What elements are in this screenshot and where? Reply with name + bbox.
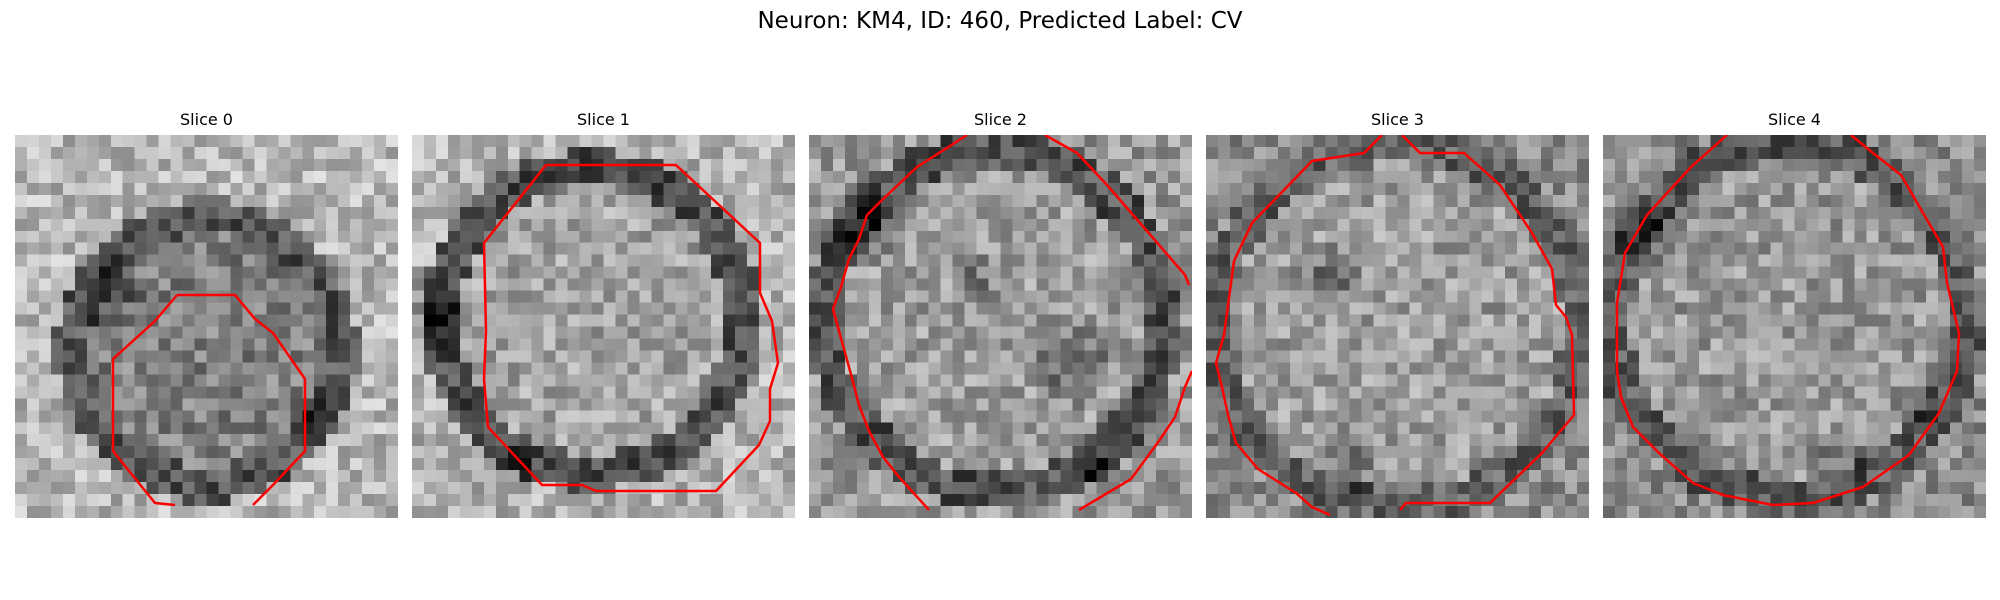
segmentation-contour — [1615, 135, 1961, 507]
slice-image-2 — [809, 135, 1192, 518]
slice-panel-4: Slice 4 — [1603, 106, 1986, 519]
segmentation-contour — [1044, 135, 1191, 286]
image-pixels — [412, 135, 795, 518]
image-pixels — [1603, 135, 1986, 518]
image-pixels — [1206, 135, 1589, 518]
slice-title-0: Slice 0 — [180, 110, 233, 129]
image-pixels — [809, 135, 1192, 518]
slice-title-4: Slice 4 — [1768, 110, 1821, 129]
segmentation-contour — [1399, 135, 1576, 511]
slice-image-0 — [15, 135, 398, 518]
slice-panel-0: Slice 0 — [15, 106, 398, 519]
slice-panel-1: Slice 1 — [412, 106, 795, 519]
segmentation-contour — [1214, 135, 1383, 517]
segmentation-contour — [1078, 370, 1192, 512]
slice-image-4 — [1603, 135, 1986, 518]
slice-title-2: Slice 2 — [974, 110, 1027, 129]
segmentation-contour — [177, 293, 307, 506]
figure-title: Neuron: KM4, ID: 460, Predicted Label: C… — [757, 8, 1243, 34]
image-pixels — [15, 135, 398, 518]
segmentation-contour — [111, 294, 178, 507]
segmentation-contour — [831, 135, 968, 511]
slice-title-3: Slice 3 — [1371, 110, 1424, 129]
slice-image-3 — [1206, 135, 1589, 518]
slice-panel-2: Slice 2 — [809, 106, 1192, 519]
segmentation-contour — [482, 163, 780, 493]
slice-title-1: Slice 1 — [577, 110, 630, 129]
slice-image-1 — [412, 135, 795, 518]
slice-panel-3: Slice 3 — [1206, 106, 1589, 519]
